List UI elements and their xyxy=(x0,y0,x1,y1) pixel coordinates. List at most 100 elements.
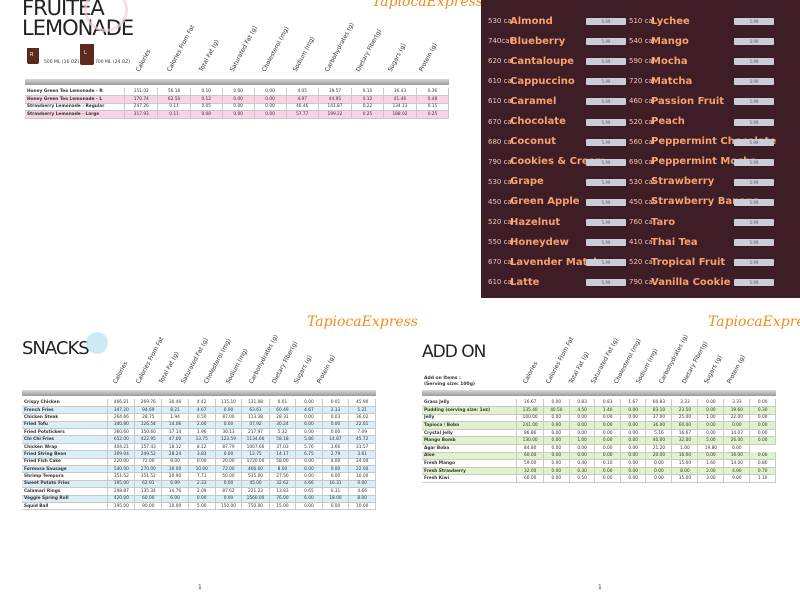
column-header: Total Fat (g) xyxy=(567,350,591,385)
column-header: Calories xyxy=(112,360,130,385)
column-header: Sugars (g) xyxy=(292,354,314,385)
row-value: 0.00 xyxy=(569,444,596,453)
row-value: 0.00 xyxy=(295,428,323,437)
row-value: 76.00 xyxy=(269,495,297,503)
row-name: Grass Jelly xyxy=(422,399,518,408)
menu-item-calories: 530 cal xyxy=(488,177,514,186)
row-value: 6.00 xyxy=(295,421,323,430)
snacks-title: SNACKS xyxy=(22,338,90,359)
row-value: 1.00 xyxy=(569,436,596,446)
row-value: 0.01 xyxy=(269,399,297,407)
menu-item: 720 cal Matcha xyxy=(629,71,692,91)
row-value: 0.00 xyxy=(723,421,751,430)
row-value: 0.00 xyxy=(215,480,243,489)
row-value: 4.67 xyxy=(188,406,216,415)
row-value: 0.48 xyxy=(416,95,450,104)
row-value: 135.34 xyxy=(134,487,163,496)
menu-item: 790 cal Vanilla Cookie xyxy=(629,272,731,292)
row-value: 130.00 xyxy=(516,436,544,446)
row-value: 0.00 xyxy=(215,421,243,430)
table-row: French Fries 347.20 94.69 8.21 4.67 0.00 63.61… xyxy=(22,406,376,415)
table-row: Aloe 60.00 0.00 0.00 0.00 0.00 20.00 16.00 0.00 1… xyxy=(422,452,776,461)
row-value: 0.00 xyxy=(254,88,287,96)
menu-item-price: 5.99 xyxy=(586,158,626,166)
row-value: 0.50 xyxy=(188,413,216,422)
menu-item-price: 5.99 xyxy=(734,98,774,106)
row-value: 19.60 xyxy=(723,406,751,415)
menu-item-price: 5.99 xyxy=(734,259,774,267)
row-value: 5.16 xyxy=(645,429,673,438)
row-value: 151.02 xyxy=(124,88,159,96)
row-value: 9.00 xyxy=(723,474,751,484)
row-value: 157.43 xyxy=(134,443,163,452)
table-row: Calamari Rings 208.87 135.34 14.76 2.09 87.62… xyxy=(22,487,376,496)
row-value: 0.83 xyxy=(594,399,621,408)
menu-item-price: 5.99 xyxy=(586,219,626,226)
row-value: 309.04 xyxy=(107,450,136,459)
menu-item-calories: 410 cal xyxy=(629,238,655,247)
row-value: 199.22 xyxy=(318,110,353,119)
row-value: 221.23 xyxy=(241,487,270,496)
row-value: 5.32 xyxy=(269,428,297,437)
cup-small-tag: R xyxy=(30,52,34,58)
menu-item-calories: 720 cal xyxy=(629,77,655,86)
row-value: 1134.66 xyxy=(241,435,270,444)
row-value: 60.83 xyxy=(645,399,673,408)
table-row: Fresh Kiwi 60.00 0.00 0.50 0.00 0.00 0.00 15.00… xyxy=(422,474,776,484)
menu-item-calories: 550 cal xyxy=(488,238,514,247)
row-value: 0.00 xyxy=(322,472,350,481)
row-name: Aloe xyxy=(422,452,518,461)
row-name: Fresh Mango xyxy=(422,459,518,468)
row-value: 40.50 xyxy=(543,406,570,415)
row-name: Chicken Wrap xyxy=(22,443,109,452)
row-value: 0.00 xyxy=(543,459,570,468)
row-name: Shrimp Tempura xyxy=(22,472,109,481)
row-value: 1.10 xyxy=(749,474,776,484)
row-value: 0.00 xyxy=(254,103,287,111)
cup-small-icon xyxy=(27,48,39,64)
menu-item-price: 5.99 xyxy=(586,118,626,126)
row-value: 21.20 xyxy=(645,444,673,453)
row-value: 351.52 xyxy=(107,472,136,481)
row-value: 0.10 xyxy=(351,88,384,96)
addon-logo: TapiocaExpress xyxy=(708,314,800,330)
row-value: 58.00 xyxy=(269,458,297,467)
row-value: 422.95 xyxy=(134,435,163,444)
row-value: 0.00 xyxy=(697,421,725,430)
row-value: 0.00 xyxy=(254,95,287,104)
row-value: 141.87 xyxy=(318,103,353,111)
row-value: 0.00 xyxy=(222,110,255,119)
row-value: 18.00 xyxy=(322,495,350,503)
row-value: 32.00 xyxy=(516,467,544,476)
menu-item-price: 5.99 xyxy=(734,279,774,287)
row-value: 37.00 xyxy=(645,414,673,423)
menu-item-calories: 520 cal xyxy=(629,117,655,126)
row-value: 6.00 xyxy=(295,495,323,503)
menu-item: 450 cal Green Apple xyxy=(488,192,580,212)
row-value: 39.57 xyxy=(318,88,353,96)
column-header: Saturated Fat (g) xyxy=(229,24,260,74)
row-value: 10.00 xyxy=(161,502,189,511)
row-value: 32.62 xyxy=(269,480,297,489)
row-value: 16.67 xyxy=(671,429,699,438)
row-value: 351.52 xyxy=(134,472,163,481)
row-value: 0.12 xyxy=(190,95,223,104)
row-value: 264.66 xyxy=(107,413,136,422)
row-value: 750.00 xyxy=(241,502,270,511)
row-value: 2.33 xyxy=(188,480,216,489)
row-value: 0.70 xyxy=(749,467,776,476)
column-header: Protein (g) xyxy=(315,353,337,385)
row-value: 0.12 xyxy=(351,95,384,104)
row-value: 0.11 xyxy=(157,110,191,119)
lemonade-panel: FRUITEA LEMONADE TapiocaExpress R 500 ML… xyxy=(0,0,483,140)
row-value: 50.00 xyxy=(215,472,243,481)
menu-item-name: Mocha xyxy=(651,55,688,67)
row-value: 2.33 xyxy=(322,406,350,415)
menu-item-price: 5.99 xyxy=(734,38,774,46)
row-value: 60.00 xyxy=(671,421,699,430)
snacks-logo: TapiocaExpress xyxy=(307,314,419,330)
row-value: 0.00 xyxy=(543,474,570,484)
row-value: 30.46 xyxy=(161,399,189,407)
row-value: 0.00 xyxy=(215,495,243,503)
row-value: 0.00 xyxy=(295,502,323,511)
